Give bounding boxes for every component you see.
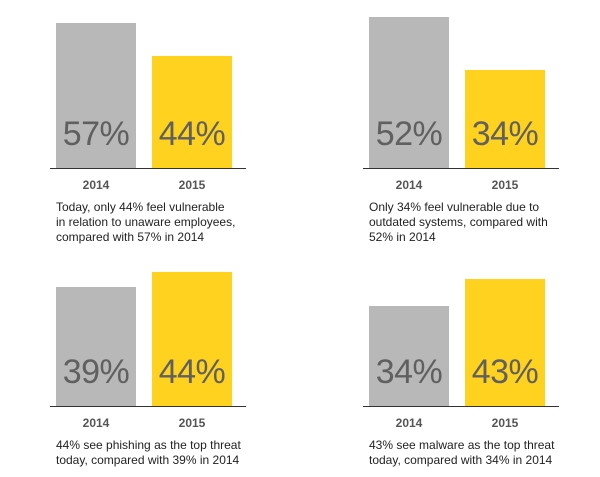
plot-area: 34% 43%: [369, 238, 569, 406]
bar-2014: 39%: [56, 287, 136, 406]
bar-2014: 57%: [56, 23, 136, 168]
x-axis-baseline: [50, 406, 246, 407]
x-tick-label: 2014: [82, 416, 110, 430]
chart-caption: 43% see malware as the top threat today, …: [369, 438, 600, 468]
caption-line: today, compared with 39% in 2014: [56, 453, 240, 467]
bar-value-label: 57%: [62, 115, 130, 153]
x-tick-label: 2015: [178, 416, 206, 430]
caption-line: Today, only 44% feel vulnerable: [56, 200, 225, 214]
x-tick-label: 2015: [491, 178, 519, 192]
chart-panel-malware: 34% 43% 2014 2015 43% see malware as the top…: [363, 238, 600, 468]
chart-caption: 44% see phishing as the top threat today,…: [56, 438, 296, 468]
caption-line: Only 34% feel vulnerable due to: [369, 200, 540, 214]
chart-panel-phishing: 39% 44% 2014 2015 44% see phishing as the to…: [50, 238, 316, 468]
bar-value-label: 52%: [375, 115, 443, 153]
caption-line: outdated systems, compared with: [369, 215, 548, 229]
bar-value-label: 39%: [62, 353, 130, 391]
bar-2015: 44%: [152, 56, 232, 168]
bar-value-label: 34%: [375, 353, 443, 391]
bar-2015: 34%: [465, 70, 545, 168]
bar-2015: 43%: [465, 279, 545, 406]
chart-panel-unaware-employees: 57% 44% 2014 2015 Today, only 44% feel vulne…: [50, 0, 316, 244]
x-tick-label: 2014: [395, 416, 423, 430]
x-tick-label: 2014: [395, 178, 423, 192]
caption-line: 52% in 2014: [369, 230, 436, 244]
plot-area: 39% 44%: [56, 238, 256, 406]
x-tick-label: 2015: [178, 178, 206, 192]
x-axis-baseline: [363, 168, 559, 169]
chart-caption: Today, only 44% feel vulnerable in relati…: [56, 200, 296, 245]
bar-value-label: 44%: [158, 353, 226, 391]
bar-value-label: 34%: [471, 115, 539, 153]
caption-line: today, compared with 34% in 2014: [369, 453, 553, 467]
caption-line: compared with 57% in 2014: [56, 230, 205, 244]
bar-value-label: 44%: [158, 115, 226, 153]
caption-line: 43% see malware as the top threat: [369, 438, 555, 452]
x-tick-label: 2014: [82, 178, 110, 192]
x-tick-label: 2015: [491, 416, 519, 430]
bar-value-label: 43%: [471, 353, 539, 391]
plot-area: 52% 34%: [369, 0, 569, 168]
chart-caption: Only 34% feel vulnerable due to outdated …: [369, 200, 600, 245]
caption-line: in relation to unaware employees,: [56, 215, 236, 229]
plot-area: 57% 44%: [56, 0, 256, 168]
x-axis-baseline: [50, 168, 246, 169]
bar-2014: 52%: [369, 17, 449, 168]
x-axis-baseline: [363, 406, 559, 407]
bar-2015: 44%: [152, 272, 232, 406]
caption-line: 44% see phishing as the top threat: [56, 438, 241, 452]
bar-2014: 34%: [369, 306, 449, 406]
chart-panel-outdated-systems: 52% 34% 2014 2015 Only 34% feel vulnerable d…: [363, 0, 600, 244]
